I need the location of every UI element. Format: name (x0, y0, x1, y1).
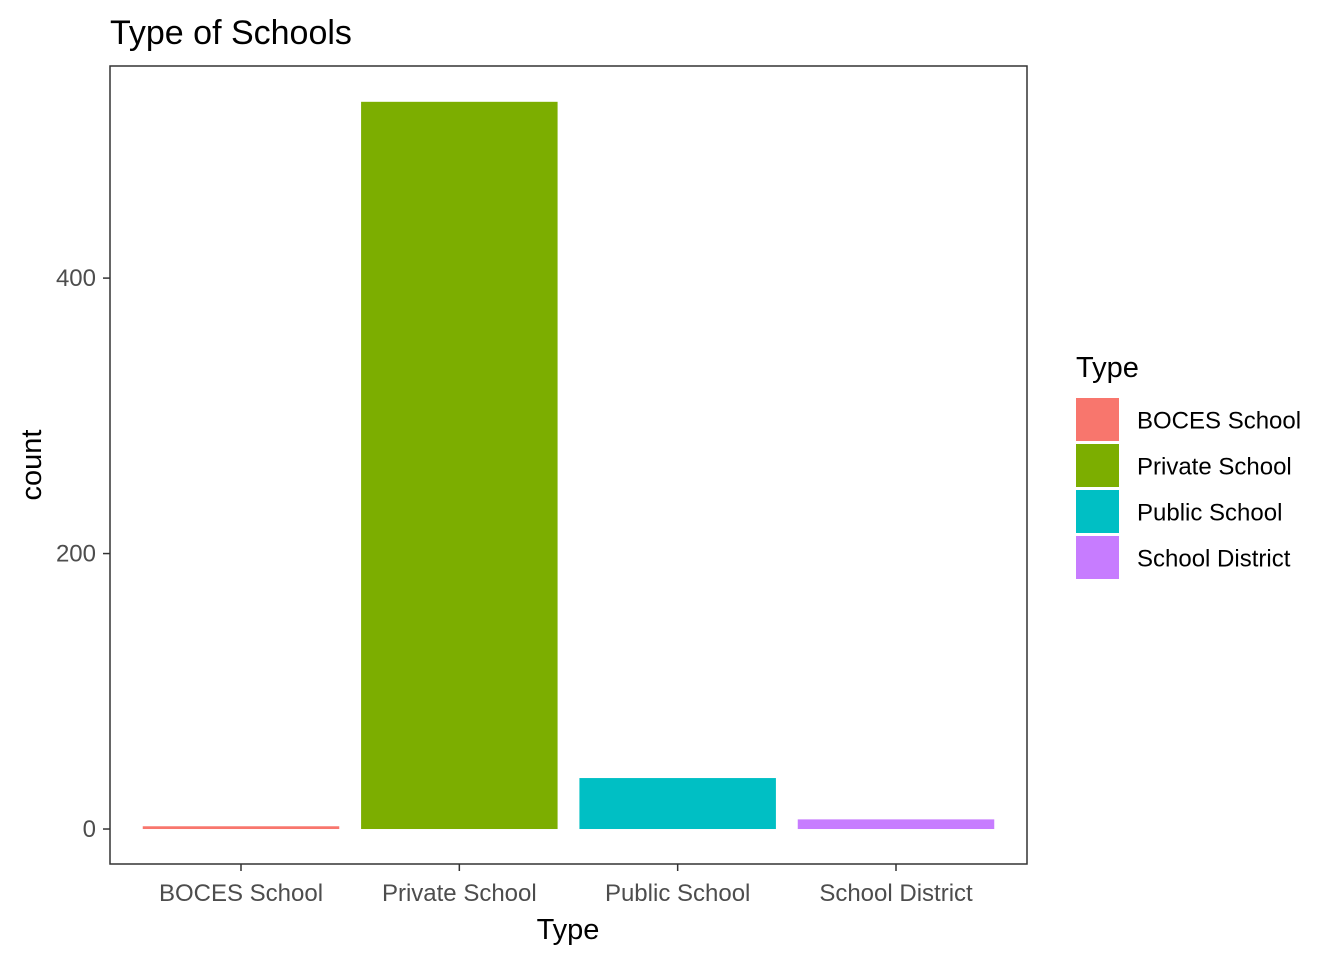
legend-key-school-district (1076, 536, 1119, 579)
bar-private-school (361, 101, 558, 830)
x-tick-label-boces-school: BOCES School (159, 880, 323, 907)
legend-title: Type (1076, 352, 1139, 384)
legend-key-private-school (1076, 444, 1119, 487)
legend-key-public-school (1076, 490, 1119, 533)
bars-group (142, 101, 995, 830)
bar-boces-school (142, 826, 340, 830)
y-axis-title: count (16, 430, 48, 501)
y-tick-label-0: 0 (83, 816, 96, 843)
x-axis: BOCES School Private School Public School S… (159, 864, 973, 907)
legend-label-private-school: Private School (1137, 454, 1292, 481)
chart-title: Type of Schools (110, 14, 352, 52)
plot-panel-border (109, 65, 1028, 865)
x-axis-title: Type (537, 914, 600, 946)
bar-public-school (579, 778, 776, 830)
legend: Type BOCES School Private School Public Sc… (1076, 352, 1301, 579)
y-tick-label-200: 200 (56, 541, 96, 568)
bar-school-district (797, 819, 995, 830)
x-tick-label-school-district: School District (819, 880, 973, 907)
legend-key-boces-school (1076, 398, 1119, 441)
legend-label-public-school: Public School (1137, 500, 1282, 527)
y-axis: 0 200 400 (56, 265, 110, 843)
legend-label-school-district: School District (1137, 546, 1291, 573)
x-tick-label-public-school: Public School (605, 880, 750, 907)
x-tick-label-private-school: Private School (382, 880, 537, 907)
y-tick-label-400: 400 (56, 265, 96, 292)
legend-label-boces-school: BOCES School (1137, 408, 1301, 435)
